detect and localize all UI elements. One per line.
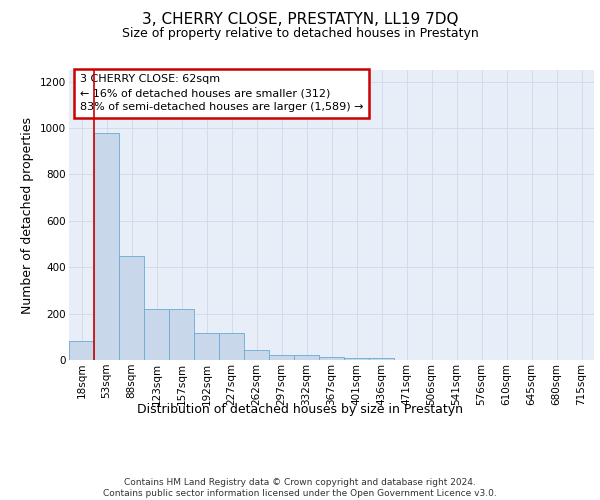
Bar <box>194 334 219 360</box>
Bar <box>244 350 269 360</box>
Bar <box>69 342 94 360</box>
Text: 3, CHERRY CLOSE, PRESTATYN, LL19 7DQ: 3, CHERRY CLOSE, PRESTATYN, LL19 7DQ <box>142 12 458 28</box>
Bar <box>369 358 394 360</box>
Text: Contains HM Land Registry data © Crown copyright and database right 2024.
Contai: Contains HM Land Registry data © Crown c… <box>103 478 497 498</box>
Bar <box>344 358 369 360</box>
Bar <box>319 356 344 360</box>
Bar <box>119 256 144 360</box>
Bar <box>219 334 244 360</box>
Bar <box>269 355 294 360</box>
Bar <box>294 355 319 360</box>
Text: Distribution of detached houses by size in Prestatyn: Distribution of detached houses by size … <box>137 402 463 415</box>
Text: 3 CHERRY CLOSE: 62sqm
← 16% of detached houses are smaller (312)
83% of semi-det: 3 CHERRY CLOSE: 62sqm ← 16% of detached … <box>79 74 363 112</box>
Bar <box>144 310 169 360</box>
Y-axis label: Number of detached properties: Number of detached properties <box>22 116 34 314</box>
Bar <box>94 132 119 360</box>
Bar <box>169 310 194 360</box>
Text: Size of property relative to detached houses in Prestatyn: Size of property relative to detached ho… <box>122 28 478 40</box>
